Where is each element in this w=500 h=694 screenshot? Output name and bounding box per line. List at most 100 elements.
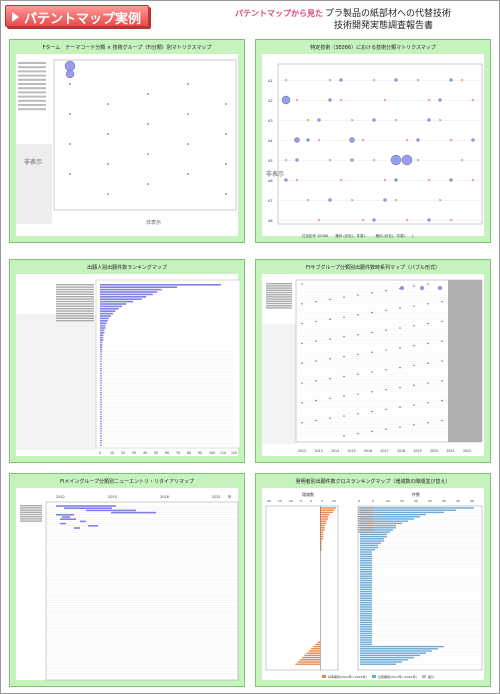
dot bbox=[371, 391, 373, 393]
bar bbox=[360, 560, 372, 562]
bar bbox=[100, 418, 102, 420]
bar bbox=[360, 610, 372, 613]
bar-label bbox=[56, 284, 94, 286]
matrix-legend: 付加記号 3E086 権利 (存在)、件数( 権利 (存在)、件数( ) bbox=[302, 233, 414, 238]
panel-fterm-matrix: Fターム テーマコード分類 × 技術グループ（FI分類）別マトリクスマップ 非表… bbox=[9, 39, 245, 243]
row-label bbox=[266, 307, 292, 309]
bar bbox=[320, 540, 322, 542]
tick-label: 30 bbox=[132, 451, 136, 455]
bar bbox=[360, 656, 414, 659]
dot bbox=[315, 300, 317, 303]
row-label bbox=[358, 527, 374, 529]
row-label bbox=[20, 513, 42, 516]
bar bbox=[360, 645, 444, 648]
dot bbox=[107, 133, 109, 135]
bar bbox=[100, 430, 102, 432]
bar-label bbox=[56, 305, 94, 307]
bar bbox=[100, 288, 162, 291]
bar bbox=[360, 590, 372, 593]
tick-label: 70 bbox=[176, 451, 180, 455]
row-label bbox=[358, 524, 374, 526]
bar-label bbox=[56, 308, 94, 310]
bubble bbox=[471, 138, 475, 142]
dot bbox=[427, 342, 429, 345]
bar bbox=[360, 551, 372, 553]
bar-label bbox=[56, 320, 94, 322]
x-mark: × bbox=[406, 138, 409, 143]
dot bbox=[343, 355, 345, 358]
panel-title: FIサブグループ分類別出願件数時系列マップ（バブル形式） bbox=[305, 265, 441, 271]
dot bbox=[427, 382, 429, 384]
bar bbox=[360, 643, 372, 646]
row-label bbox=[266, 296, 292, 298]
matrix-side-label: 非表示 bbox=[266, 170, 284, 178]
row-label bbox=[18, 83, 46, 85]
bar bbox=[64, 507, 112, 509]
bar bbox=[295, 663, 320, 665]
row-label bbox=[358, 513, 374, 515]
row-label bbox=[266, 285, 292, 287]
bar bbox=[320, 527, 325, 529]
bar bbox=[360, 577, 372, 580]
row-label bbox=[20, 516, 42, 518]
bubble bbox=[416, 138, 420, 142]
dot bbox=[441, 419, 443, 422]
bar bbox=[320, 538, 324, 540]
row-label bbox=[266, 291, 292, 294]
bar bbox=[315, 643, 320, 646]
year-label: 2021 bbox=[447, 449, 455, 453]
bubble bbox=[349, 137, 355, 143]
matrix-side-label: 非表示 bbox=[24, 158, 42, 166]
bubble bbox=[281, 95, 291, 105]
report-tag: パテントマップから見た bbox=[235, 9, 323, 18]
bar bbox=[360, 652, 426, 654]
bar bbox=[313, 645, 320, 648]
row-label bbox=[18, 78, 46, 81]
bar bbox=[360, 639, 372, 641]
bar bbox=[317, 641, 320, 643]
bar bbox=[360, 597, 372, 599]
x-mark: × bbox=[296, 98, 299, 103]
dot bbox=[413, 305, 415, 307]
tick-label: 10 bbox=[386, 499, 390, 503]
row-label bbox=[18, 70, 46, 73]
bar bbox=[360, 619, 372, 621]
bar bbox=[360, 540, 384, 542]
dot bbox=[343, 336, 345, 338]
dot bbox=[147, 123, 149, 125]
bar bbox=[88, 525, 98, 527]
dot bbox=[301, 283, 303, 285]
bar-label bbox=[56, 293, 94, 295]
dot bbox=[413, 364, 415, 367]
panel-technology-matrix: 特定技術（3E086）における技術分類マトリクスマップ 非表示 付加記号 3E0… bbox=[255, 39, 491, 243]
bar bbox=[360, 623, 372, 626]
bar bbox=[360, 566, 372, 569]
bar bbox=[360, 553, 372, 555]
bar bbox=[74, 527, 80, 529]
bar bbox=[100, 310, 116, 312]
dot bbox=[399, 347, 401, 349]
row-label bbox=[266, 302, 292, 305]
row-label bbox=[266, 283, 292, 285]
year-label: 2014 bbox=[331, 449, 339, 453]
bar bbox=[360, 535, 387, 538]
bar bbox=[100, 334, 104, 336]
dot bbox=[187, 143, 189, 145]
dot bbox=[301, 322, 303, 325]
bubble bbox=[449, 178, 453, 182]
tick-label: 5 bbox=[321, 499, 323, 503]
dot bbox=[301, 382, 303, 384]
bar bbox=[360, 518, 414, 520]
bar bbox=[360, 513, 426, 516]
dot bbox=[385, 428, 387, 430]
dot bbox=[69, 113, 71, 115]
tick-label: -5 bbox=[299, 499, 302, 503]
row-label bbox=[18, 87, 46, 90]
tick-label: 35 bbox=[456, 499, 460, 503]
dot bbox=[69, 143, 71, 145]
x-mark: × bbox=[428, 178, 431, 183]
bar bbox=[360, 524, 396, 527]
row-label bbox=[18, 108, 46, 111]
bar bbox=[100, 303, 127, 305]
unit-label: 年 bbox=[228, 494, 232, 499]
